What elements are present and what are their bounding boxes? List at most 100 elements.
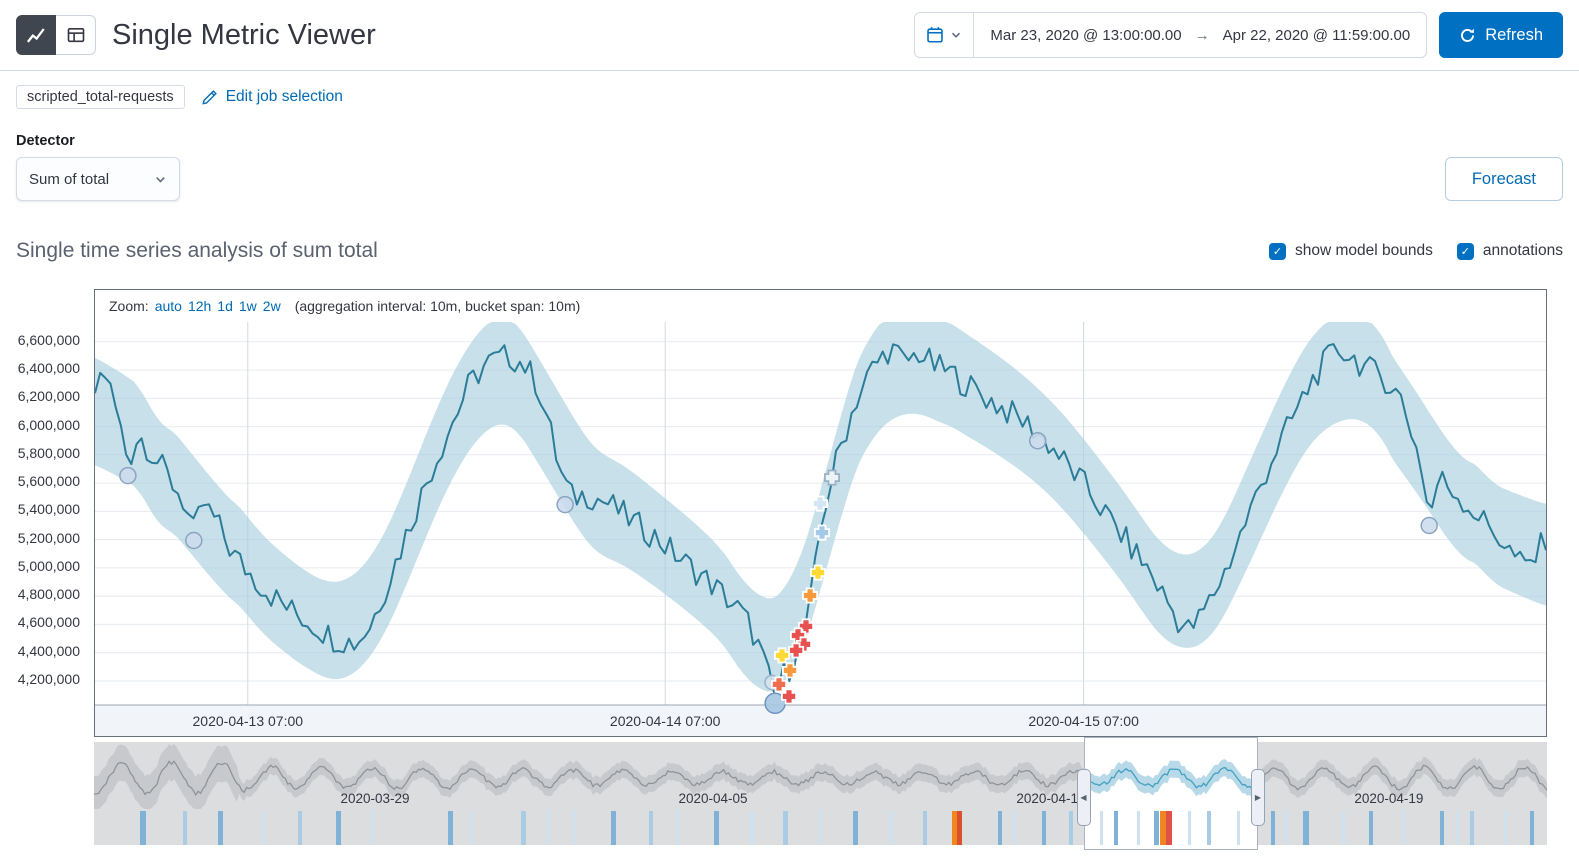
- swimlane-cell[interactable]: [1285, 811, 1288, 845]
- date-range-picker[interactable]: Mar 23, 2020 @ 13:00:00.00 → Apr 22, 202…: [914, 12, 1428, 58]
- brush-left-handle[interactable]: ◀: [1076, 769, 1091, 826]
- top-bar: Single Metric Viewer Mar 23, 2020 @ 13:0…: [0, 0, 1579, 70]
- date-range-display: Mar 23, 2020 @ 13:00:00.00 → Apr 22, 202…: [974, 13, 1426, 57]
- swimlane-cell[interactable]: [1166, 811, 1172, 845]
- swimlane-cell[interactable]: [1530, 811, 1534, 845]
- swimlane-cell[interactable]: [675, 811, 679, 845]
- anomaly-marker-cross[interactable]: [782, 690, 796, 703]
- anomaly-marker-circle[interactable]: [556, 495, 574, 514]
- anomaly-marker-cross[interactable]: [789, 644, 803, 657]
- anomaly-marker-circle[interactable]: [1028, 431, 1047, 450]
- swimlane-cell[interactable]: [448, 811, 453, 845]
- edit-job-selection-link[interactable]: Edit job selection: [201, 88, 343, 106]
- anomaly-marker-cross[interactable]: [772, 678, 786, 691]
- time-series-chart: 2020-04-13 07:00 2020-04-14 07:00 2020-04-…: [95, 322, 1546, 736]
- swimlane-cell[interactable]: [1069, 811, 1073, 845]
- swimlane-cell[interactable]: [1154, 811, 1159, 845]
- swimlane-cell[interactable]: [957, 811, 963, 845]
- zoom-option-1d[interactable]: 1d: [217, 298, 233, 314]
- swimlane-cell[interactable]: [1159, 811, 1166, 845]
- anomaly-marker-cross[interactable]: [783, 664, 797, 677]
- anomaly-marker-circle[interactable]: [119, 466, 137, 485]
- swimlane-cell[interactable]: [1012, 811, 1016, 845]
- swimlane-cell[interactable]: [1369, 811, 1373, 845]
- swimlane-cell[interactable]: [1456, 811, 1459, 845]
- swimlane-cell[interactable]: [1270, 811, 1275, 845]
- context-axis-label: 2020-04-05: [678, 791, 748, 806]
- anomaly-marker-cross[interactable]: [815, 526, 829, 539]
- swimlane-cell[interactable]: [749, 811, 754, 845]
- refresh-button[interactable]: Refresh: [1439, 12, 1563, 58]
- swimlane-cell[interactable]: [1188, 811, 1191, 845]
- series-title: Single time series analysis of sum total: [16, 239, 378, 262]
- swimlane-cell[interactable]: [922, 811, 927, 845]
- pencil-icon: [202, 89, 217, 105]
- zoom-option-12h[interactable]: 12h: [187, 298, 212, 314]
- swimlane-cell[interactable]: [649, 811, 653, 845]
- anomaly-marker-circle[interactable]: [185, 531, 203, 550]
- swimlane-cell[interactable]: [1114, 811, 1118, 845]
- job-badge: scripted_total-requests: [16, 85, 185, 109]
- chevron-down-icon: [156, 176, 165, 183]
- brush-chart-svg: [1083, 759, 1258, 798]
- swimlane-cell[interactable]: [1440, 811, 1445, 845]
- brush-selection[interactable]: ◀ ▶: [1076, 737, 1265, 850]
- swimlane-cell[interactable]: [1470, 811, 1474, 845]
- anomaly-marker-cross[interactable]: [791, 629, 805, 642]
- anomaly-marker-cross[interactable]: [813, 497, 827, 510]
- swimlane-cell[interactable]: [1041, 811, 1046, 845]
- anomaly-marker-cross[interactable]: [811, 566, 825, 579]
- zoom-option-2w[interactable]: 2w: [262, 298, 281, 314]
- swimlane-cell[interactable]: [1342, 811, 1345, 845]
- swimlane-cell[interactable]: [714, 811, 719, 845]
- swimlane-cell[interactable]: [217, 811, 223, 845]
- swimlane-cell[interactable]: [1303, 811, 1309, 845]
- chart-view-button[interactable]: [16, 15, 56, 55]
- table-icon: [67, 27, 84, 43]
- swimlane-cell[interactable]: [183, 811, 188, 845]
- swimlane-cell[interactable]: [470, 811, 473, 845]
- annotations-checkbox[interactable]: ✓ annotations: [1456, 242, 1563, 260]
- swimlane-cell[interactable]: [783, 811, 788, 845]
- y-axis-label: 5,000,000: [17, 557, 80, 574]
- swimlane-cell[interactable]: [370, 811, 374, 845]
- swimlane-cell[interactable]: [262, 811, 265, 845]
- anomaly-marker-cross[interactable]: [799, 620, 813, 633]
- job-bar: scripted_total-requests Edit job selecti…: [0, 71, 1579, 119]
- anomaly-marker-cross[interactable]: [775, 649, 789, 662]
- detector-select[interactable]: Sum of total: [16, 157, 180, 201]
- swimlane-cell[interactable]: [997, 811, 1002, 845]
- swimlane-cell[interactable]: [818, 811, 822, 845]
- zoom-option-auto[interactable]: auto: [154, 298, 182, 314]
- swimlane-cell[interactable]: [1137, 811, 1140, 845]
- show-model-bounds-checkbox[interactable]: ✓ show model bounds: [1268, 242, 1433, 260]
- swimlane-cell[interactable]: [852, 811, 858, 845]
- anomaly-marker-circle[interactable]: [1420, 516, 1438, 535]
- forecast-button[interactable]: Forecast: [1444, 157, 1563, 201]
- date-end[interactable]: Apr 22, 2020 @ 11:59:00.00: [1222, 26, 1411, 44]
- anomaly-marker-cross[interactable]: [825, 471, 839, 484]
- swimlane-cell[interactable]: [521, 811, 526, 845]
- context-chart-svg[interactable]: [94, 742, 1547, 811]
- zoom-option-1w[interactable]: 1w: [238, 298, 257, 314]
- swimlane-cell[interactable]: [335, 811, 341, 845]
- brush-right-handle[interactable]: ▶: [1250, 769, 1265, 826]
- table-view-button[interactable]: [56, 15, 96, 55]
- swimlane-cell[interactable]: [952, 811, 957, 845]
- swimlane-cell[interactable]: [1504, 811, 1507, 845]
- swimlane-cell[interactable]: [1236, 811, 1240, 845]
- swimlane-cell[interactable]: [1402, 811, 1405, 845]
- swimlane-cell[interactable]: [611, 811, 616, 845]
- anomaly-marker-cross[interactable]: [803, 589, 817, 602]
- swimlane-cell[interactable]: [572, 811, 575, 845]
- chart-options: ✓ show model bounds ✓ annotations: [1268, 242, 1563, 260]
- swimlane-cell[interactable]: [547, 811, 550, 845]
- swimlane-cell[interactable]: [298, 811, 302, 845]
- date-picker-calendar-button[interactable]: [915, 13, 975, 57]
- swimlane-cell[interactable]: [140, 811, 147, 845]
- date-start[interactable]: Mar 23, 2020 @ 13:00:00.00: [990, 26, 1182, 44]
- swimlane-cell[interactable]: [1207, 811, 1211, 845]
- refresh-label: Refresh: [1485, 25, 1543, 44]
- swimlane-cell[interactable]: [888, 811, 893, 845]
- swimlane-cell[interactable]: [1100, 811, 1104, 845]
